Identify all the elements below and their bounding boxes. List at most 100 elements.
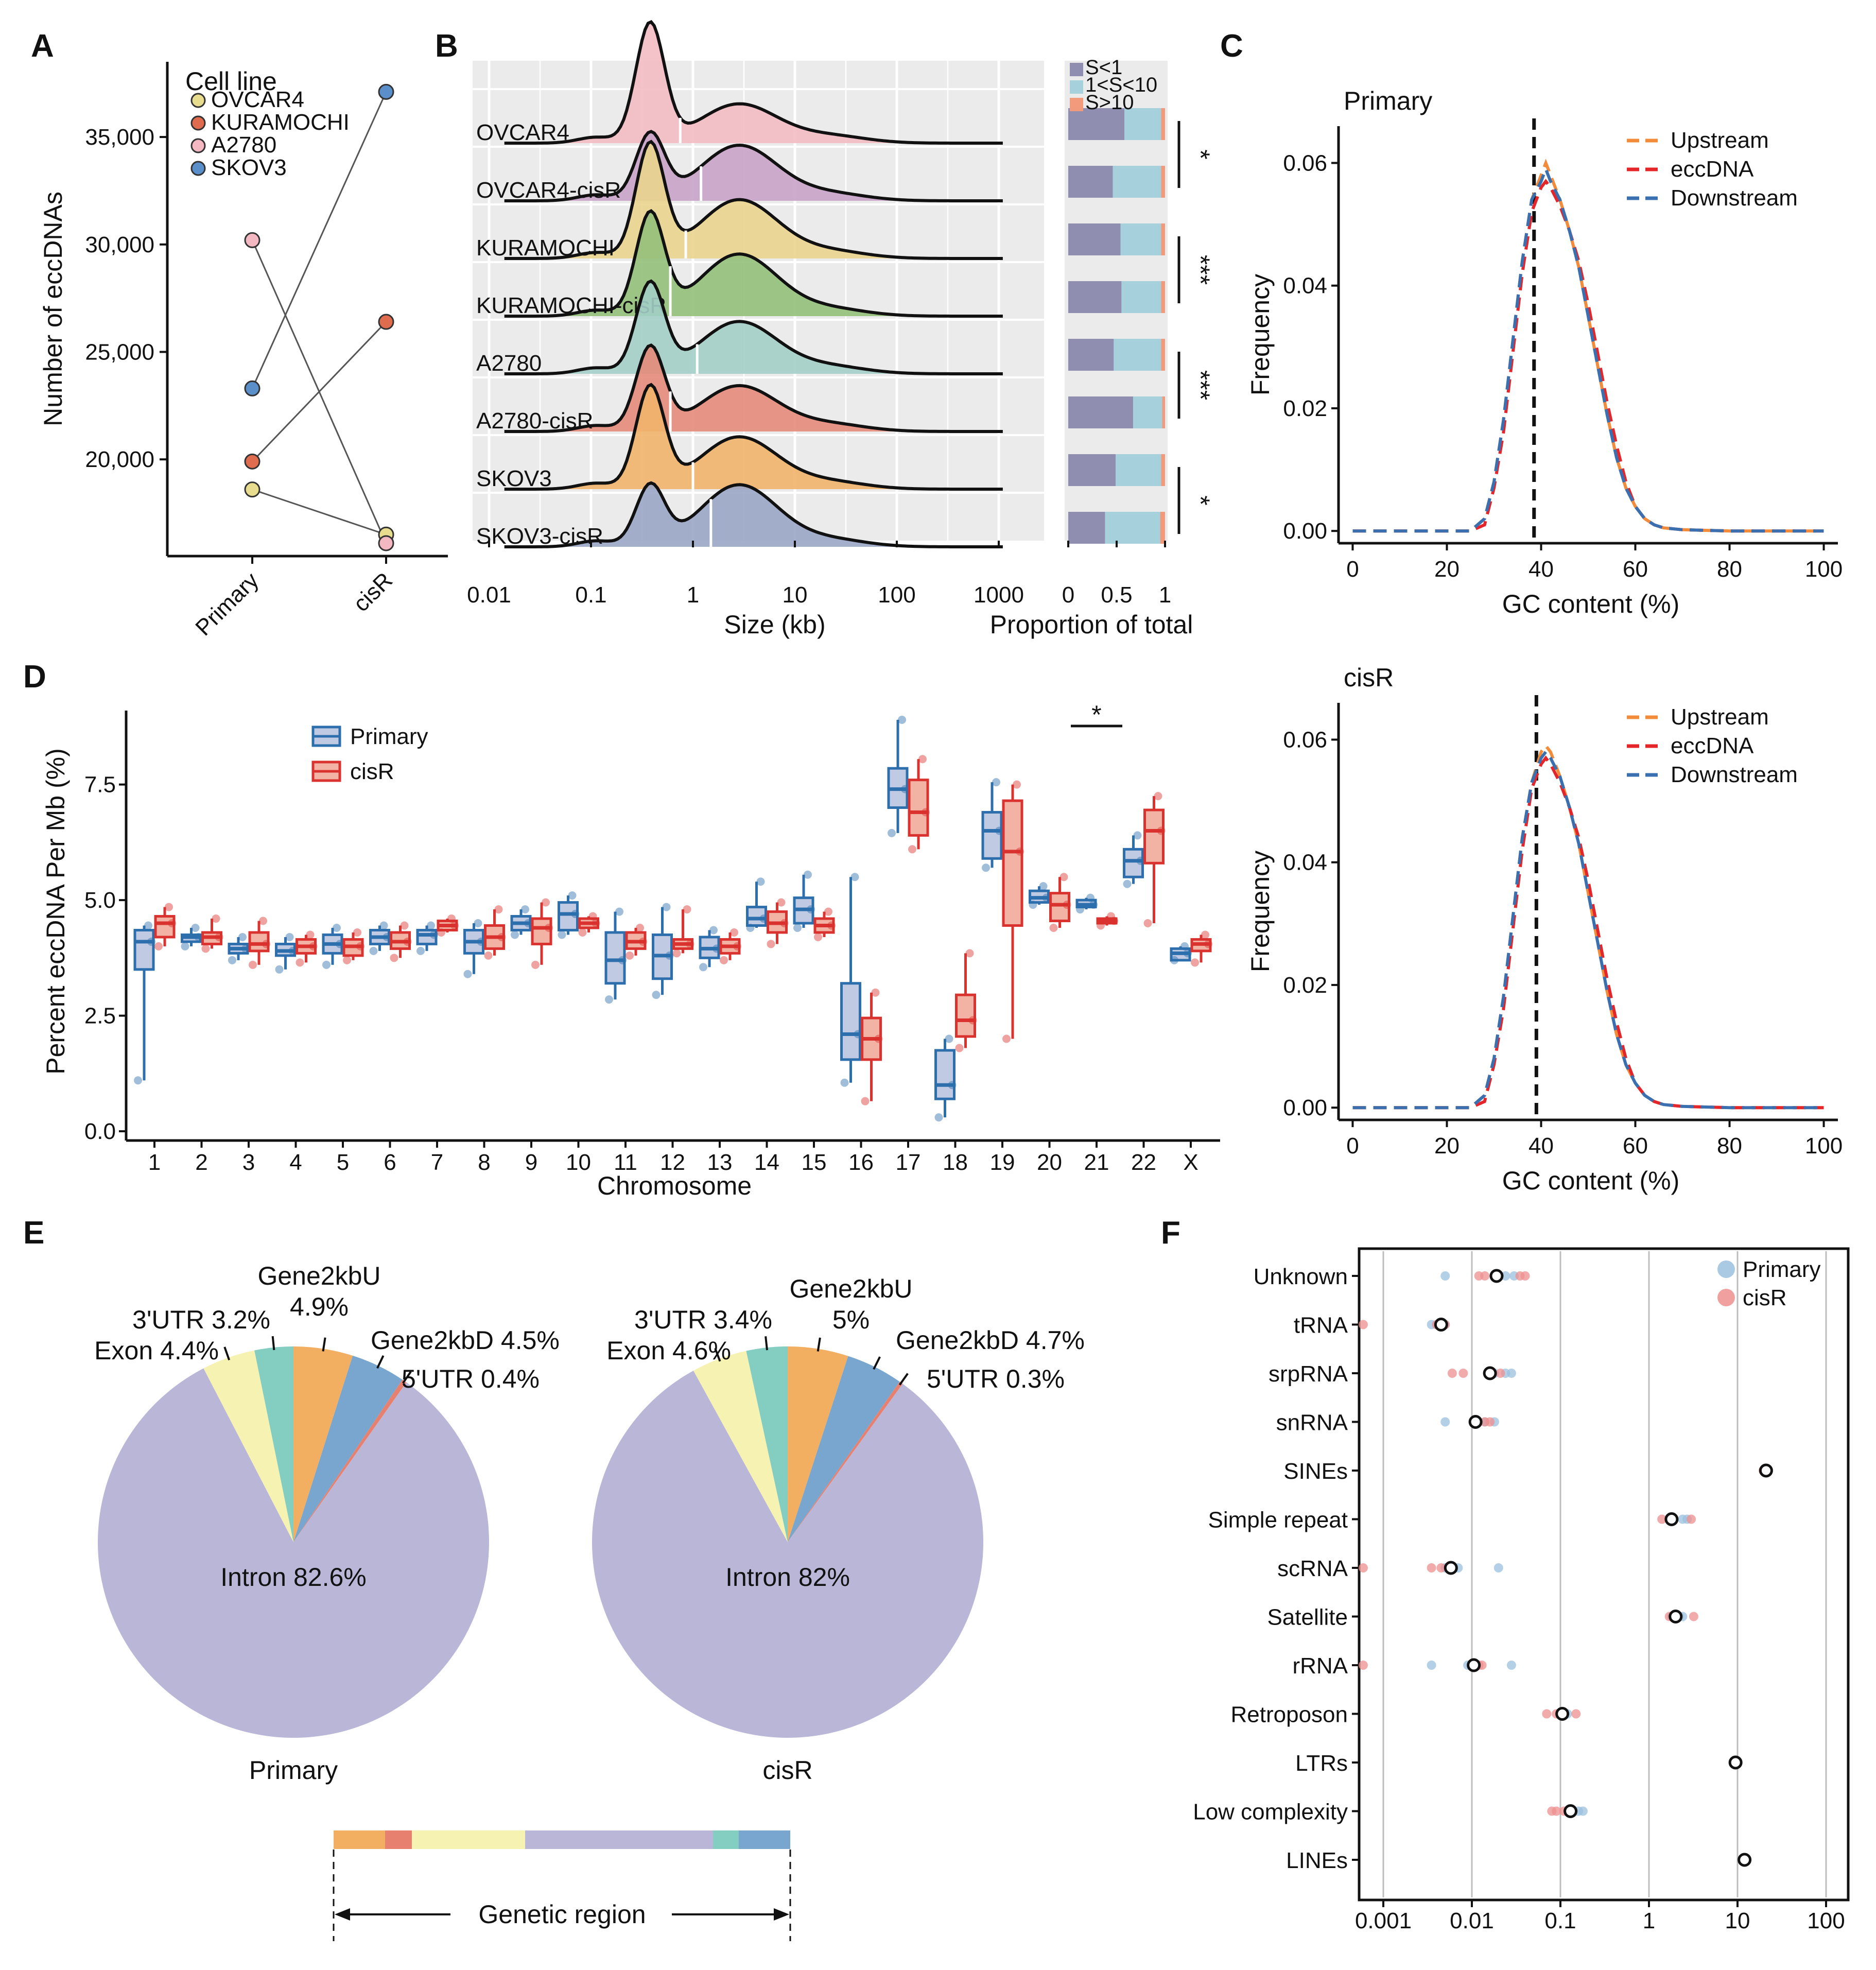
- panel-e-leader: [714, 1347, 721, 1362]
- panel-b-ridge-line: [504, 383, 1003, 491]
- panel-c-ytick-label: 0.00: [1283, 1095, 1327, 1120]
- panel-e-region-arrowhead: [774, 1908, 789, 1921]
- panel-d-point: [403, 937, 412, 946]
- panel-c-xlabel: GC content (%): [1502, 1166, 1680, 1195]
- panel-d-point: [713, 944, 721, 953]
- panel-d-xtick-label: X: [1183, 1150, 1198, 1175]
- panel-b-prop-xtick-label: 0: [1062, 582, 1074, 608]
- panel-a-point: [244, 380, 260, 396]
- panel-a-point: [378, 535, 394, 551]
- panel-d-point: [588, 912, 597, 921]
- panel-b-prop-segment: [1068, 166, 1113, 198]
- panel-d-point: [995, 826, 1003, 835]
- panel-f-point-cisr: [1552, 1806, 1561, 1816]
- panel-d-point: [165, 903, 173, 911]
- panel-d-point: [1013, 780, 1021, 789]
- panel-e-label-intron: Intron 82.6%: [220, 1563, 367, 1592]
- panel-f-category-label: Simple repeat: [1208, 1508, 1348, 1533]
- panel-d-point: [1143, 919, 1152, 928]
- panel-f-point-cisr: [1427, 1563, 1436, 1572]
- panel-label-a: A: [31, 28, 54, 64]
- panel-f-point-cisr: [1458, 1369, 1468, 1378]
- panel-c-xtick-label: 100: [1805, 557, 1843, 582]
- panel-d-box: [416, 928, 438, 945]
- panel-f-category-label: Unknown: [1254, 1264, 1348, 1289]
- panel-c-xtick-label: 100: [1805, 1133, 1843, 1159]
- panel-d-point: [134, 1076, 142, 1085]
- panel-d-box: [840, 982, 861, 1061]
- panel-f-legend-label: Primary: [1743, 1257, 1821, 1282]
- panel-b-prop-segment: [1160, 512, 1165, 544]
- panel-e-label: 3'UTR 3.2%: [132, 1305, 270, 1334]
- panel-a-ytick-label: 35,000: [85, 125, 154, 150]
- panel-f-category-label: scRNA: [1277, 1556, 1348, 1581]
- panel-d-point: [759, 914, 768, 923]
- panel-f-category-label: SINEs: [1283, 1459, 1348, 1484]
- panel-d-xtick-label: 6: [384, 1150, 396, 1175]
- panel-e-leader: [271, 1336, 275, 1351]
- panel-b-sig-label: *: [1186, 149, 1215, 159]
- panel-d-point: [144, 921, 152, 930]
- panel-d-xtick-label: 1: [148, 1150, 161, 1175]
- panel-d-point: [427, 921, 435, 930]
- panel-e-leader: [402, 1371, 412, 1384]
- panel-d-point: [592, 919, 600, 928]
- panel-b-xlabel: Size (kb): [724, 610, 825, 639]
- panel-d-ytick-label: 7.5: [84, 772, 116, 798]
- panel-c-legend-label: Downstream: [1671, 185, 1798, 211]
- panel-e-region-segment: [525, 1830, 713, 1849]
- panel-d-point: [871, 988, 880, 997]
- panel-d-point: [840, 1078, 849, 1087]
- panel-f-point-primary: [1506, 1661, 1516, 1670]
- panel-b-sample-label: OVCAR4: [476, 120, 569, 145]
- panel-b-prop-segment: [1161, 166, 1165, 198]
- panel-a-legend-label: OVCAR4: [211, 87, 304, 112]
- panel-d-point: [191, 923, 200, 932]
- panel-d-point: [615, 907, 623, 916]
- panel-f-point-cisr: [1436, 1563, 1446, 1572]
- panel-c-xtick-label: 40: [1528, 557, 1554, 582]
- panel-d-point: [379, 921, 388, 930]
- panel-c-ytick-label: 0.04: [1283, 273, 1327, 299]
- panel-b-sample-label: SKOV3-cisR: [476, 524, 603, 549]
- panel-d-point: [477, 937, 485, 946]
- panel-e-leader: [873, 1356, 881, 1370]
- panel-d-point: [1039, 882, 1048, 891]
- panel-d-point: [474, 919, 482, 928]
- panel-d-point: [296, 958, 304, 967]
- panel-d-point: [343, 956, 351, 964]
- panel-e-pie-title: Primary: [249, 1756, 338, 1785]
- panel-b-sample-label: A2780: [476, 351, 542, 376]
- panel-e-pie-slice: [97, 1368, 489, 1738]
- panel-b-ridge-fill: [504, 345, 1003, 431]
- panel-c-xlabel: GC content (%): [1502, 590, 1680, 618]
- panel-b-prop-legend-key: [1070, 98, 1083, 111]
- panel-f-point-cisr: [1447, 1369, 1457, 1378]
- panel-b-sig-label: *: [1186, 495, 1215, 505]
- panel-d-xtick-label: 12: [660, 1150, 685, 1175]
- panel-d-xtick-label: 13: [707, 1150, 733, 1175]
- panel-c-legend-label: eccDNA: [1671, 157, 1754, 182]
- panel-d-point: [497, 932, 506, 941]
- panel-d-point: [662, 903, 671, 911]
- panel-d-xtick-label: 17: [896, 1150, 921, 1175]
- panel-f-point-cisr: [1689, 1612, 1698, 1621]
- panel-b-xtick-label: 0.01: [467, 582, 511, 608]
- panel-f-mean-marker: [1434, 1318, 1448, 1332]
- panel-d-point: [542, 898, 550, 907]
- panel-a-point: [378, 314, 394, 330]
- panel-b-prop-segment: [1116, 454, 1161, 486]
- panel-a-legend-label: KURAMOCHI: [211, 110, 350, 135]
- panel-f-mean-marker: [1483, 1366, 1497, 1380]
- panel-d-xtick-label: 16: [848, 1150, 874, 1175]
- panel-a-xtick-label: Primary: [190, 567, 264, 641]
- panel-e-pie-slice: [203, 1350, 293, 1542]
- panel-d-point: [309, 942, 318, 951]
- panel-d-point: [356, 942, 364, 951]
- panel-d-point: [194, 932, 203, 941]
- panel-f-legend-label: cisR: [1743, 1285, 1787, 1310]
- panel-b-prop-segment: [1161, 281, 1165, 313]
- panel-d-point: [709, 926, 718, 935]
- panel-b-sample-label: SKOV3: [476, 466, 552, 491]
- panel-f-point-cisr: [1542, 1709, 1552, 1719]
